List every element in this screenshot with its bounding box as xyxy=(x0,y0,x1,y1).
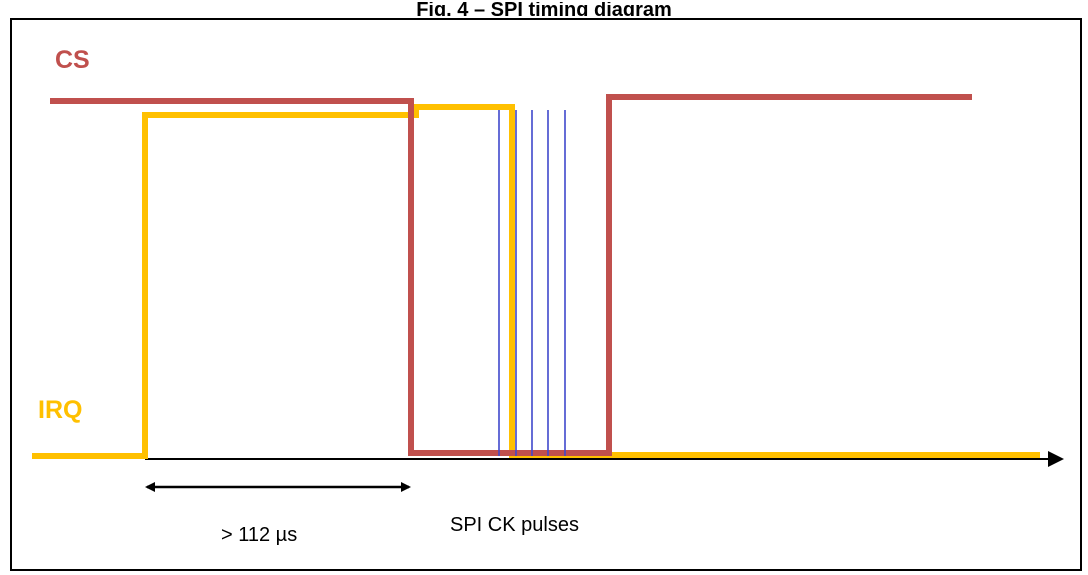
interval-label: > 112 µs xyxy=(221,524,297,546)
diagram-frame xyxy=(10,18,1082,571)
cs-signal-trace xyxy=(50,94,972,456)
irq-label: IRQ xyxy=(38,396,82,424)
cs-label: CS xyxy=(55,46,90,74)
time-axis-arrowhead xyxy=(1048,451,1064,467)
figure-title: Fig. 4 – SPI timing diagram xyxy=(416,2,672,16)
spi-clock-label: SPI CK pulses xyxy=(450,514,579,536)
spi-clock-pulses xyxy=(498,110,566,456)
irq-signal-trace xyxy=(32,104,1040,459)
